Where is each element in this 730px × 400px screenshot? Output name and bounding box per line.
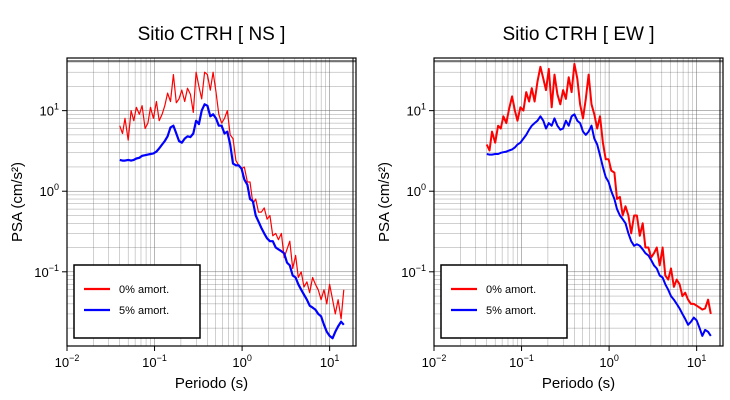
legend-label-1: 0% amort. xyxy=(119,284,169,296)
y-tick-label: 10−1 xyxy=(34,263,59,280)
series-line-2 xyxy=(486,113,712,337)
x-tick-label: 10−2 xyxy=(55,353,80,370)
y-tick-label: 10−1 xyxy=(401,263,426,280)
series-line-1 xyxy=(119,71,345,320)
chart-title: Sitio CTRH [ NS ] xyxy=(138,24,286,45)
chart-panel-1: 10−2 10−1 100 101 10−1 100 101 Sitio CTRH [ NS … xyxy=(9,24,357,392)
y-tick-label: 101 xyxy=(407,102,426,119)
chart-title: Sitio CTRH [ EW ] xyxy=(502,24,654,45)
legend-label-2: 5% amort. xyxy=(119,305,169,317)
legend: 0% amort. 5% amort. xyxy=(440,264,568,339)
plot-frame xyxy=(433,57,724,347)
x-tick-label: 10−1 xyxy=(509,353,534,370)
legend-box xyxy=(73,264,201,339)
plot-frame xyxy=(66,57,357,347)
x-tick-label: 100 xyxy=(599,353,618,370)
y-tick-label: 101 xyxy=(40,102,59,119)
grid xyxy=(66,58,357,346)
x-tick-label: 10−1 xyxy=(142,353,167,370)
x-tick-label: 10−2 xyxy=(422,353,447,370)
legend: 0% amort. 5% amort. xyxy=(73,264,201,339)
grid xyxy=(433,58,724,346)
series-line-2 xyxy=(119,103,345,340)
y-tick-label: 100 xyxy=(407,182,426,199)
legend-label-1: 0% amort. xyxy=(486,284,536,296)
x-tick-label: 100 xyxy=(232,353,251,370)
y-axis-label: PSA (cm/s²) xyxy=(376,162,393,242)
series-line-1 xyxy=(485,62,712,315)
y-tick-label: 100 xyxy=(40,182,59,199)
chart-panel-2: 10−2 10−1 100 101 10−1 100 101 Sitio CTRH [ EW … xyxy=(376,24,724,392)
x-axis-label: Periodo (s) xyxy=(175,375,248,392)
x-tick-label: 101 xyxy=(687,353,706,370)
legend-label-2: 5% amort. xyxy=(486,305,536,317)
x-axis-label: Periodo (s) xyxy=(542,375,615,392)
y-axis-label: PSA (cm/s²) xyxy=(9,162,26,242)
x-tick-label: 101 xyxy=(320,353,339,370)
legend-box xyxy=(440,264,568,339)
